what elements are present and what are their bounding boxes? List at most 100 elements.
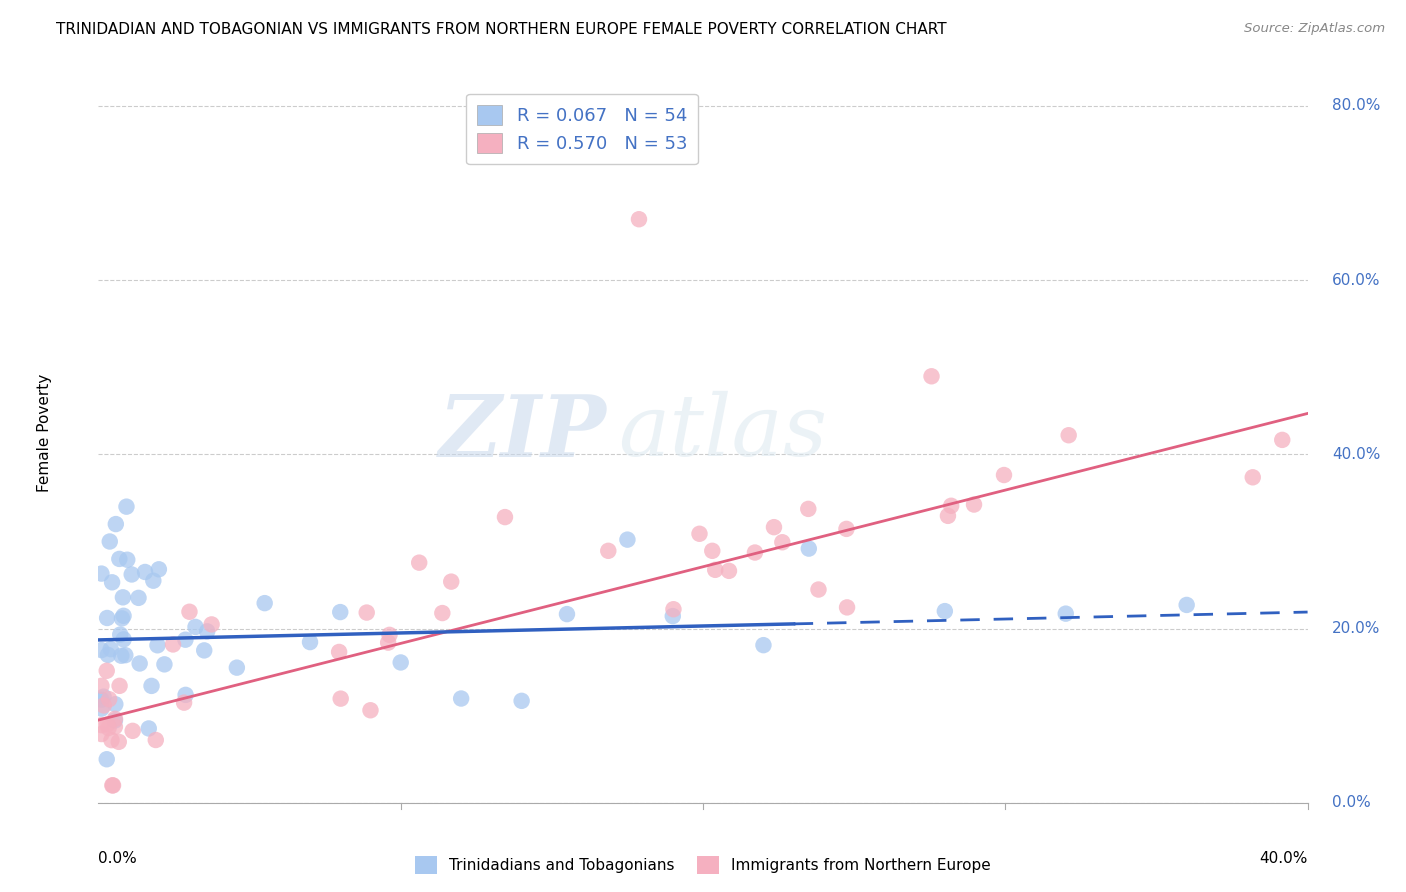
Point bbox=[101, 778, 124, 792]
Point bbox=[299, 635, 322, 649]
Point bbox=[627, 212, 650, 227]
Point bbox=[225, 660, 247, 674]
Point bbox=[329, 691, 352, 706]
Point bbox=[835, 522, 858, 536]
Point bbox=[90, 701, 112, 715]
Point bbox=[121, 567, 143, 582]
Point bbox=[1057, 428, 1080, 442]
Text: 0.0%: 0.0% bbox=[1331, 796, 1371, 810]
Point bbox=[356, 606, 378, 620]
Point bbox=[440, 574, 463, 589]
Point bbox=[107, 735, 129, 749]
Point bbox=[662, 602, 685, 616]
Point bbox=[100, 642, 122, 657]
Point bbox=[153, 657, 176, 672]
Point bbox=[108, 552, 131, 566]
Point bbox=[141, 679, 163, 693]
Point bbox=[128, 591, 150, 605]
Text: 20.0%: 20.0% bbox=[1331, 621, 1381, 636]
Point bbox=[1054, 607, 1077, 621]
Point bbox=[195, 624, 218, 639]
Point bbox=[100, 733, 122, 747]
Point bbox=[111, 591, 134, 605]
Legend: R = 0.067   N = 54, R = 0.570   N = 53: R = 0.067 N = 54, R = 0.570 N = 53 bbox=[467, 94, 697, 164]
Legend: Trinidadians and Tobagonians, Immigrants from Northern Europe: Trinidadians and Tobagonians, Immigrants… bbox=[409, 850, 997, 880]
Point bbox=[408, 556, 430, 570]
Point bbox=[1241, 470, 1264, 484]
Point bbox=[90, 718, 112, 732]
Point bbox=[797, 541, 820, 556]
Text: 60.0%: 60.0% bbox=[1331, 273, 1381, 288]
Point bbox=[193, 643, 215, 657]
Point bbox=[378, 628, 401, 642]
Point bbox=[97, 648, 120, 662]
Point bbox=[104, 517, 127, 532]
Point bbox=[934, 604, 956, 618]
Point bbox=[1175, 598, 1198, 612]
Point bbox=[98, 534, 121, 549]
Point bbox=[146, 638, 169, 652]
Point bbox=[90, 566, 112, 581]
Point bbox=[377, 635, 399, 649]
Point bbox=[101, 778, 124, 792]
Point bbox=[702, 544, 724, 558]
Point bbox=[555, 607, 578, 621]
Point bbox=[689, 526, 711, 541]
Point bbox=[134, 565, 156, 579]
Point bbox=[104, 698, 127, 712]
Point bbox=[112, 632, 135, 647]
Point bbox=[104, 714, 127, 728]
Point bbox=[744, 545, 766, 559]
Point bbox=[115, 500, 138, 514]
Point bbox=[328, 645, 350, 659]
Point bbox=[138, 722, 160, 736]
Point bbox=[98, 692, 121, 706]
Point bbox=[432, 606, 454, 620]
Point bbox=[110, 648, 132, 663]
Text: 80.0%: 80.0% bbox=[1331, 98, 1381, 113]
Text: Female Poverty: Female Poverty bbox=[37, 374, 52, 491]
Point bbox=[93, 698, 115, 713]
Text: Source: ZipAtlas.com: Source: ZipAtlas.com bbox=[1244, 22, 1385, 36]
Point bbox=[162, 637, 184, 651]
Text: 0.0%: 0.0% bbox=[98, 851, 138, 866]
Text: ZIP: ZIP bbox=[439, 391, 606, 475]
Point bbox=[110, 627, 132, 641]
Point bbox=[450, 691, 472, 706]
Point bbox=[835, 600, 858, 615]
Point bbox=[90, 727, 112, 741]
Point bbox=[108, 679, 131, 693]
Point bbox=[797, 502, 820, 516]
Point bbox=[993, 468, 1015, 483]
Point bbox=[145, 733, 167, 747]
Text: TRINIDADIAN AND TOBAGONIAN VS IMMIGRANTS FROM NORTHERN EUROPE FEMALE POVERTY COR: TRINIDADIAN AND TOBAGONIAN VS IMMIGRANTS… bbox=[56, 22, 946, 37]
Point bbox=[717, 564, 740, 578]
Point bbox=[762, 520, 785, 534]
Point bbox=[90, 643, 112, 657]
Point bbox=[104, 720, 127, 734]
Point bbox=[936, 508, 959, 523]
Point bbox=[128, 657, 150, 671]
Text: atlas: atlas bbox=[619, 392, 828, 474]
Point bbox=[96, 717, 118, 731]
Point bbox=[117, 552, 139, 566]
Point bbox=[174, 632, 197, 647]
Point bbox=[1271, 433, 1294, 447]
Point bbox=[104, 712, 127, 726]
Point bbox=[921, 369, 943, 384]
Point bbox=[174, 688, 197, 702]
Point bbox=[184, 620, 207, 634]
Point bbox=[598, 544, 620, 558]
Point bbox=[661, 609, 683, 624]
Point bbox=[90, 692, 112, 706]
Point bbox=[179, 605, 201, 619]
Point bbox=[253, 596, 276, 610]
Point bbox=[93, 690, 115, 704]
Point bbox=[941, 499, 963, 513]
Point bbox=[96, 664, 118, 678]
Point bbox=[201, 617, 224, 632]
Point bbox=[101, 575, 124, 590]
Point bbox=[173, 696, 195, 710]
Text: 40.0%: 40.0% bbox=[1260, 851, 1308, 866]
Point bbox=[96, 752, 118, 766]
